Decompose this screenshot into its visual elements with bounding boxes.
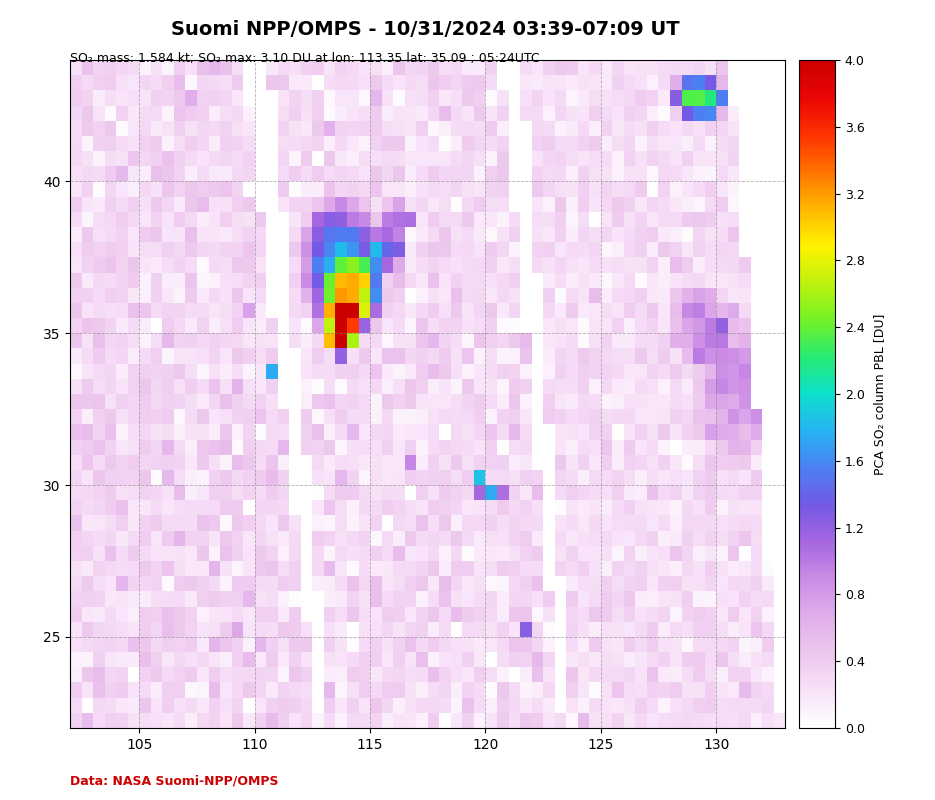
Text: SO₂ mass: 1.584 kt; SO₂ max: 3.10 DU at lon: 113.35 lat: 35.09 ; 05:24UTC: SO₂ mass: 1.584 kt; SO₂ max: 3.10 DU at … — [70, 52, 539, 65]
Text: Suomi NPP/OMPS - 10/31/2024 03:39-07:09 UT: Suomi NPP/OMPS - 10/31/2024 03:39-07:09 … — [171, 20, 680, 39]
Text: Data: NASA Suomi-NPP/OMPS: Data: NASA Suomi-NPP/OMPS — [70, 775, 279, 788]
Y-axis label: PCA SO₂ column PBL [DU]: PCA SO₂ column PBL [DU] — [873, 314, 886, 474]
